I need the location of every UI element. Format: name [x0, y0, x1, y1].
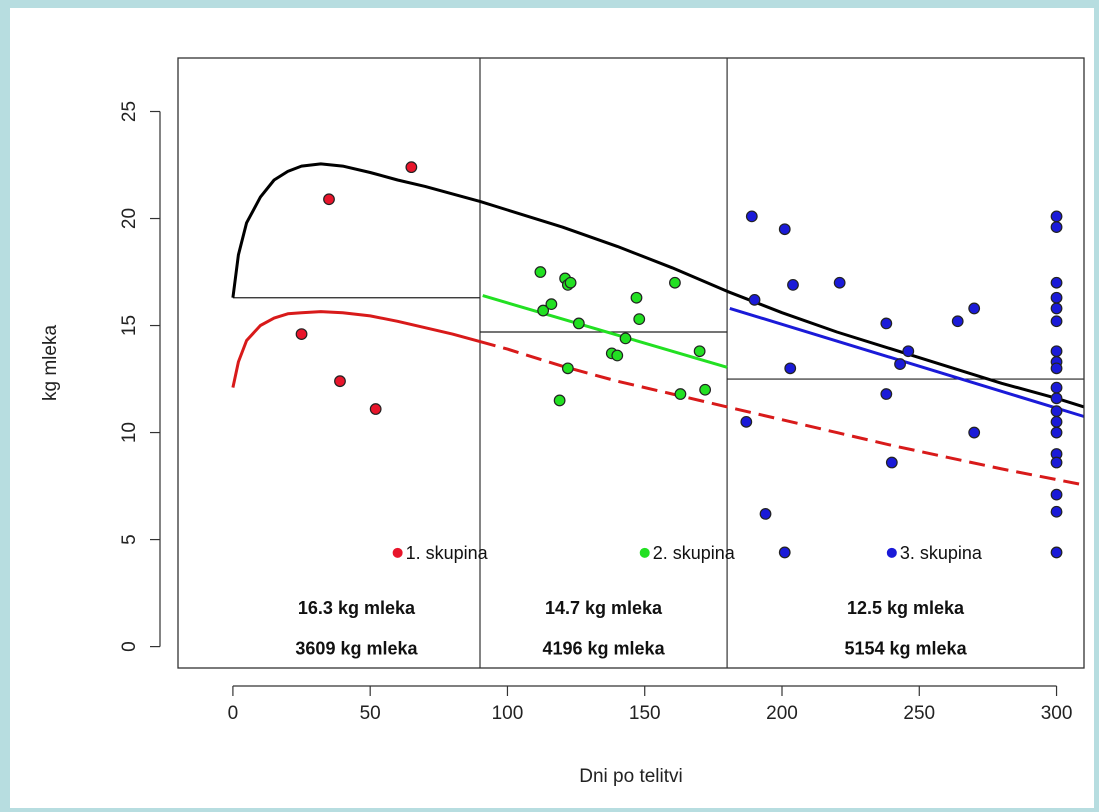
- x-axis: 0 50 100 150 200 250 300: [228, 685, 1073, 724]
- y-tick-label: 25: [119, 101, 140, 122]
- data-point: [759, 507, 772, 520]
- x-tick-label: 200: [766, 703, 798, 724]
- legend-label: 1. skupina: [406, 543, 489, 563]
- data-point: [1050, 362, 1063, 375]
- legend-label: 3. skupina: [900, 543, 983, 563]
- plot-border: [177, 57, 1085, 669]
- data-point: [537, 304, 550, 317]
- data-point: [405, 161, 418, 174]
- data-point: [295, 328, 308, 341]
- data-point: [674, 388, 687, 400]
- x-tick-label: 50: [360, 703, 381, 724]
- group-total-label: 4196 kg mleka: [542, 639, 665, 659]
- x-axis-title: Dni po telitvi: [579, 766, 683, 787]
- y-axis: 0 5 10 15 20 25: [119, 101, 161, 652]
- group-average-label: 14.7 kg mleka: [545, 598, 663, 618]
- data-point: [669, 276, 681, 289]
- legend-marker: [639, 547, 650, 558]
- data-point: [951, 315, 964, 328]
- y-axis-title: kg mleka: [40, 325, 61, 401]
- data-point: [572, 317, 585, 330]
- data-point: [633, 313, 646, 326]
- data-point: [1050, 221, 1063, 233]
- group-average-label: 16.3 kg mleka: [298, 598, 416, 618]
- data-point: [630, 291, 643, 304]
- data-point: [545, 298, 558, 311]
- data-point: [1050, 210, 1063, 223]
- data-point: [1050, 505, 1063, 518]
- y-tick-label: 20: [119, 208, 140, 229]
- data-point: [369, 403, 382, 415]
- data-point: [778, 546, 791, 559]
- y-tick-label: 5: [119, 534, 140, 545]
- data-point: [1050, 415, 1063, 428]
- legend-label: 2. skupina: [653, 543, 736, 563]
- data-point: [787, 278, 799, 291]
- data-point: [334, 375, 346, 388]
- data-point: [1050, 381, 1063, 394]
- data-point: [902, 345, 915, 358]
- data-point: [885, 456, 898, 469]
- data-point: [1050, 302, 1063, 315]
- data-point: [880, 317, 893, 330]
- curve-line: [482, 294, 728, 369]
- data-point: [745, 210, 758, 223]
- group-average-label: 12.5 kg mleka: [847, 598, 965, 618]
- legend-marker: [392, 547, 403, 558]
- group-total-label: 5154 kg mleka: [844, 639, 967, 659]
- y-tick-label: 10: [119, 422, 140, 443]
- y-tick-label: 15: [119, 315, 140, 336]
- data-point: [1050, 291, 1063, 304]
- data-point: [611, 349, 624, 362]
- data-point: [1050, 276, 1063, 289]
- group-annotations: 1. skupina 16.3 kg mleka 3609 kg mleka 2. s…: [295, 543, 982, 659]
- data-point: [1050, 392, 1063, 405]
- data-point: [778, 223, 791, 236]
- data-point: [880, 388, 893, 400]
- data-point: [968, 302, 981, 315]
- data-point: [894, 358, 906, 370]
- x-tick-label: 0: [228, 703, 239, 724]
- data-point: [534, 266, 547, 278]
- data-point: [1050, 315, 1063, 328]
- curve-line: [231, 310, 481, 388]
- data-point: [1050, 405, 1063, 418]
- data-point: [564, 276, 577, 289]
- data-point: [561, 362, 574, 375]
- x-tick-label: 250: [903, 703, 935, 724]
- data-point: [619, 332, 632, 345]
- plot-content: [231, 58, 1085, 668]
- group-total-label: 3609 kg mleka: [295, 639, 418, 659]
- legend-marker: [886, 547, 897, 558]
- data-point: [784, 362, 797, 375]
- x-tick-label: 100: [492, 703, 524, 724]
- data-point: [1050, 345, 1063, 358]
- curve-line: [729, 306, 1085, 418]
- lactation-chart: 0 50 100 150 200 250 300 0 5 10 15 20 25 Dni po tel…: [40, 57, 1085, 787]
- curve-line: [479, 340, 1085, 487]
- data-point: [740, 415, 753, 428]
- x-tick-label: 150: [629, 703, 661, 724]
- data-point: [1050, 488, 1063, 501]
- y-tick-label: 0: [119, 641, 140, 652]
- data-point: [968, 426, 981, 439]
- data-point: [553, 394, 566, 407]
- data-point: [1050, 456, 1063, 469]
- x-tick-label: 300: [1041, 703, 1073, 724]
- data-point: [699, 383, 712, 396]
- data-point: [1050, 426, 1063, 439]
- data-point: [748, 293, 761, 306]
- chart-frame: 0 50 100 150 200 250 300 0 5 10 15 20 25 Dni po tel…: [10, 8, 1094, 808]
- data-point: [323, 193, 335, 206]
- data-point: [693, 345, 706, 358]
- data-point: [833, 276, 846, 289]
- curve-line: [231, 162, 1085, 409]
- data-point: [1050, 546, 1063, 559]
